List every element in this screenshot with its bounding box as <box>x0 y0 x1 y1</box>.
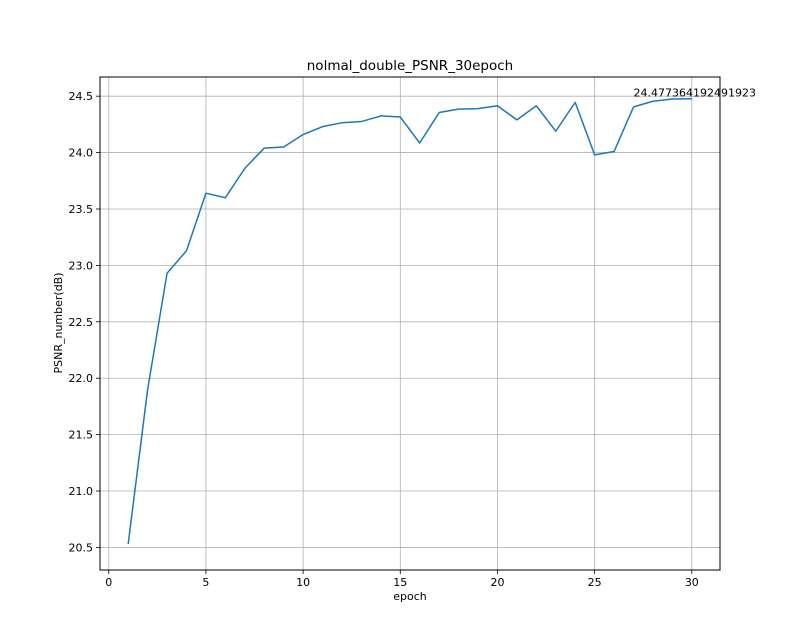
plot-series <box>127 97 692 545</box>
y-axis-label: PSNR_number(dB) <box>52 272 65 373</box>
series-line <box>127 97 692 545</box>
annotations: 24.477364192491923 <box>634 87 756 100</box>
y-tick-label: 24.5 <box>69 90 94 103</box>
y-tick-label: 24.0 <box>69 147 94 160</box>
y-axis: 20.5 21.0 21.5 22.0 22.5 23.0 23.5 24.0 24.5 <box>69 90 100 554</box>
y-tick-label: 21.5 <box>69 429 94 442</box>
x-tick-label: 15 <box>393 576 407 589</box>
grid <box>100 77 720 570</box>
plot-frame <box>99 76 721 571</box>
x-tick-label: 5 <box>202 576 209 589</box>
chart-title: nolmal_double_PSNR_30epoch <box>307 58 513 74</box>
y-tick-label: 21.0 <box>69 485 94 498</box>
y-tick-label: 22.0 <box>69 372 94 385</box>
y-tick-label: 23.5 <box>69 203 94 216</box>
y-tick-label: 22.5 <box>69 316 94 329</box>
x-tick-label: 30 <box>685 576 699 589</box>
x-axis-label: epoch <box>393 590 427 603</box>
x-tick-label: 10 <box>296 576 310 589</box>
x-tick-label: 0 <box>105 576 112 589</box>
y-tick-label: 23.0 <box>69 259 94 272</box>
x-tick-label: 25 <box>588 576 602 589</box>
y-tick-label: 20.5 <box>69 541 94 554</box>
x-tick-label: 20 <box>490 576 504 589</box>
x-axis: 0 5 10 15 20 25 30 <box>105 570 699 589</box>
annotation-label: 24.477364192491923 <box>634 87 756 100</box>
